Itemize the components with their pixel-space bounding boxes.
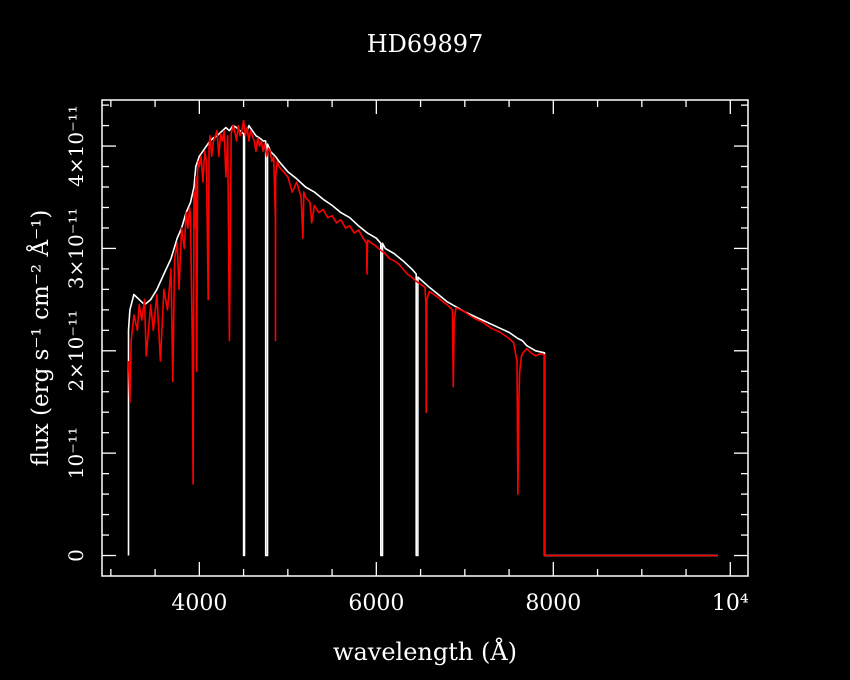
x-tick-label: 4000 [171,591,227,616]
y-tick-labels: 0 10⁻¹¹ 2×10⁻¹¹ 3×10⁻¹¹ 4×10⁻¹¹ [64,105,88,562]
axis-ticks [102,100,748,576]
y-tick-label: 2×10⁻¹¹ [64,310,88,392]
chart-title: HD69897 [367,30,484,58]
x-tick-labels: 4000 6000 8000 10⁴ [171,591,749,616]
x-axis-label: wavelength (Å) [333,637,517,666]
y-tick-label: 4×10⁻¹¹ [64,105,88,187]
series-line-1 [127,124,718,557]
y-tick-label: 10⁻¹¹ [64,427,88,479]
x-tick-label: 6000 [348,591,404,616]
series-layer [127,119,718,557]
x-tick-label: 8000 [525,591,581,616]
y-tick-label: 3×10⁻¹¹ [64,208,88,290]
x-tick-label: 10⁴ [712,591,749,616]
y-tick-label: 0 [64,549,88,562]
y-axis-label: flux (erg s⁻¹ cm⁻² Å⁻¹) [26,210,54,467]
series-line-2 [127,119,718,557]
plot-frame [101,99,749,577]
